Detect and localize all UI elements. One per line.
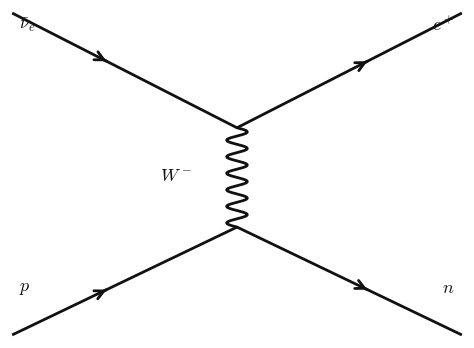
Text: $e^+$: $e^+$ [432, 16, 455, 35]
Text: $\bar{\nu}_e$: $\bar{\nu}_e$ [19, 16, 36, 34]
Text: $p$: $p$ [19, 279, 31, 297]
Text: $n$: $n$ [442, 279, 455, 297]
Text: $W^-$: $W^-$ [161, 167, 192, 185]
